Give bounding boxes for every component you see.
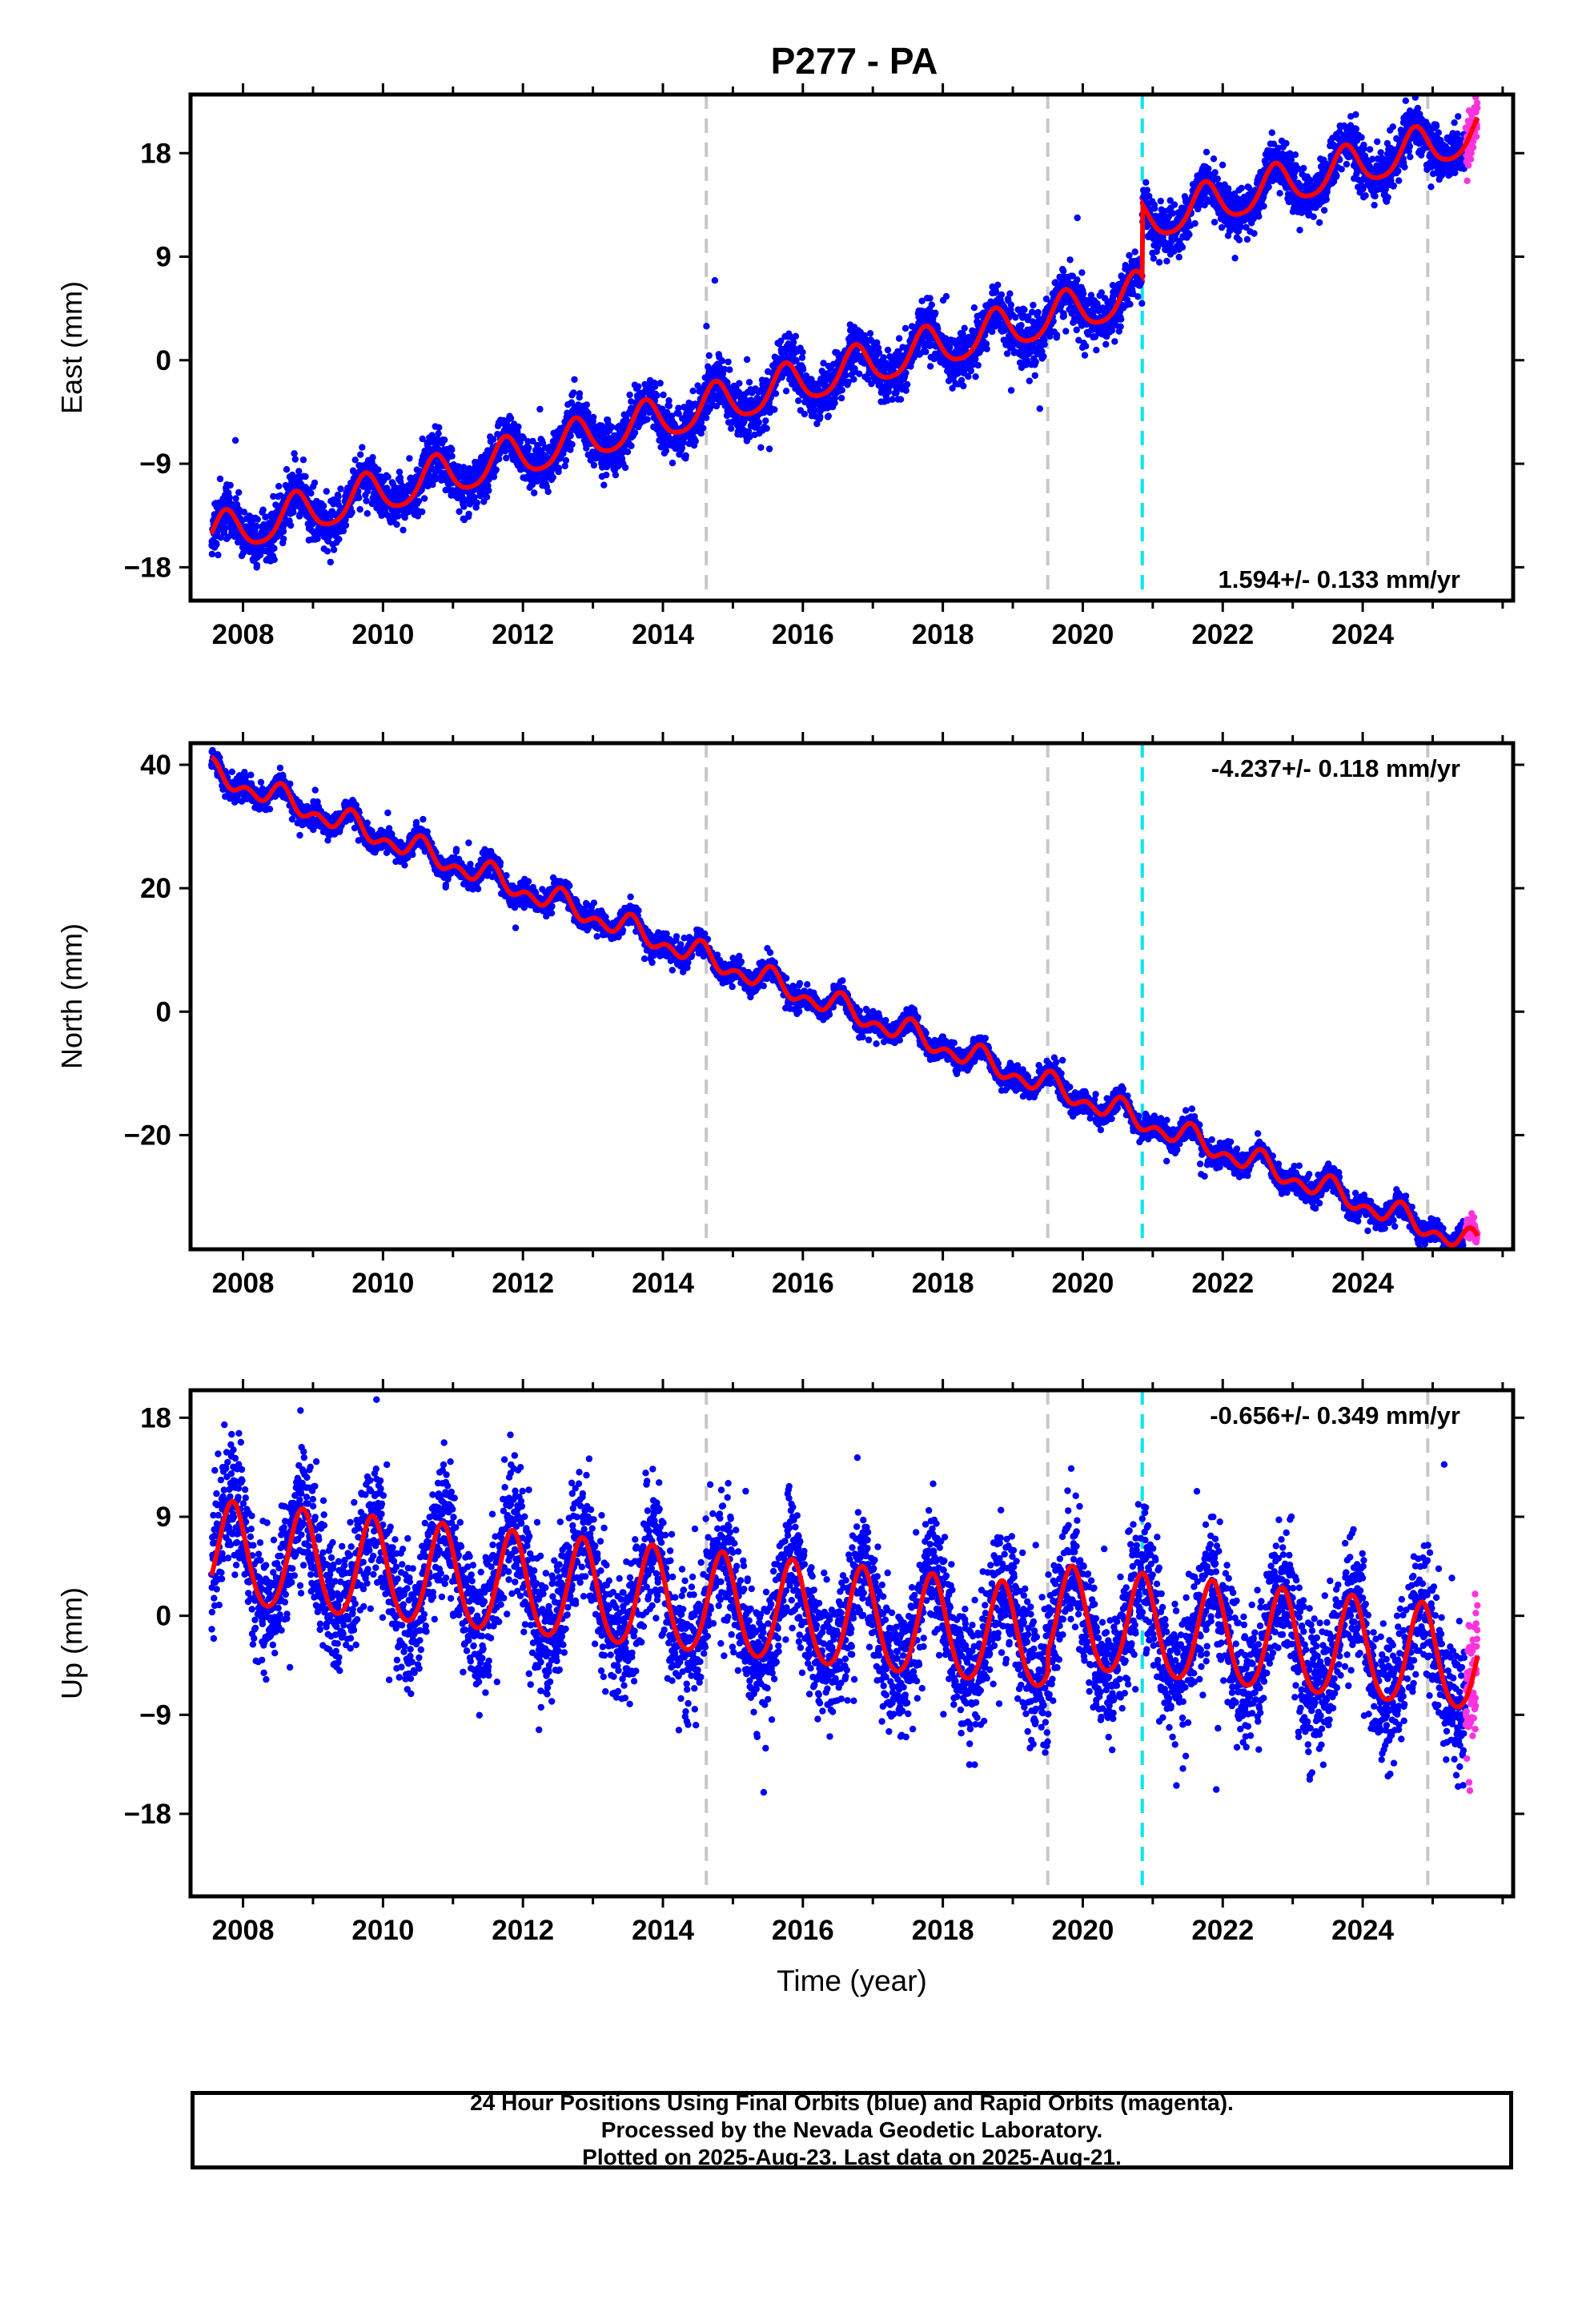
series-final-orbits <box>208 1396 1469 1931</box>
footer-box: 24 Hour Positions Using Final Orbits (bl… <box>191 2091 1513 2169</box>
x-tick-label: 2022 <box>1191 1915 1254 1946</box>
panel-3: 2008 2010 2012 2014 2016 2018 2020 2022 2024 −18 −… <box>55 1379 1524 1997</box>
x-tick-label: 2010 <box>351 619 414 650</box>
series-rapid-orbits <box>1463 1590 1481 1794</box>
y-axis-label: Up (mm) <box>55 1587 88 1699</box>
panels: 2008 2010 2012 2014 2016 2018 2020 2022 2024−18−… <box>55 82 1524 1997</box>
x-tick-label: 2010 <box>351 1268 414 1299</box>
y-tick-label: 20 <box>140 873 171 904</box>
x-tick-label: 2024 <box>1331 1915 1394 1946</box>
x-tick-label: 2018 <box>912 619 974 650</box>
figure-title: P277 - PA <box>771 40 938 82</box>
footer-line-1: 24 Hour Positions Using Final Orbits (bl… <box>470 2089 1234 2117</box>
y-axis-label: North (mm) <box>55 923 88 1069</box>
x-tick-label: 2014 <box>632 619 694 650</box>
y-axis-label: East (mm) <box>55 281 88 414</box>
rate-label: -0.656+/- 0.349 mm/yr <box>1210 1401 1460 1429</box>
panel-2: 2008 2010 2012 2014 2016 2018 2020 2022 2024 −20 0… <box>55 732 1524 1299</box>
x-tick-label: 2008 <box>212 619 275 650</box>
y-tick-label: 40 <box>140 750 171 781</box>
footer-line-3: Plotted on 2025-Aug-23. Last data on 202… <box>582 2144 1122 2171</box>
plot-frame <box>191 743 1513 1249</box>
y-tick-label: −9 <box>139 448 171 480</box>
y-tick-label: 0 <box>156 345 171 376</box>
x-tick-label: 2014 <box>632 1268 694 1299</box>
y-tick-label: −9 <box>139 1699 171 1731</box>
y-tick-label: 18 <box>140 138 171 169</box>
x-tick-label: 2012 <box>492 1268 554 1299</box>
y-tick-label: 0 <box>156 996 171 1027</box>
x-tick-label: 2022 <box>1191 619 1254 650</box>
y-tick-label: −18 <box>124 552 171 583</box>
x-tick-label: 2024 <box>1331 619 1394 650</box>
rate-label: -4.237+/- 0.118 mm/yr <box>1211 754 1460 782</box>
x-tick-label: 2008 <box>212 1268 275 1299</box>
footer-line-2: Processed by the Nevada Geodetic Laborat… <box>601 2117 1103 2144</box>
x-tick-label: 2022 <box>1191 1268 1254 1299</box>
x-tick-label: 2016 <box>772 619 834 650</box>
y-tick-label: 0 <box>156 1601 171 1632</box>
y-tick-label: 9 <box>156 242 171 273</box>
x-tick-label: 2020 <box>1052 619 1114 650</box>
x-axis-label: Time (year) <box>777 1964 927 1997</box>
x-tick-label: 2014 <box>632 1915 694 1946</box>
x-tick-label: 2018 <box>912 1915 974 1946</box>
y-tick-label: −18 <box>124 1799 171 1830</box>
y-tick-label: −20 <box>124 1120 171 1151</box>
rapid-orbit-points <box>1463 1590 1481 1794</box>
x-tick-label: 2016 <box>772 1915 834 1946</box>
panel-1: 2008 2010 2012 2014 2016 2018 2020 2022 2024 −18 −… <box>55 82 1524 650</box>
x-tick-label: 2020 <box>1052 1268 1114 1299</box>
x-tick-label: 2016 <box>772 1268 834 1299</box>
y-tick-label: 9 <box>156 1502 171 1533</box>
x-tick-label: 2010 <box>351 1915 414 1946</box>
x-tick-label: 2018 <box>912 1268 974 1299</box>
x-tick-label: 2012 <box>492 1915 554 1946</box>
x-tick-label: 2008 <box>212 1915 275 1946</box>
y-tick-label: 18 <box>140 1402 171 1433</box>
final-orbit-points <box>208 1396 1469 1931</box>
x-tick-label: 2012 <box>492 619 554 650</box>
rate-label: 1.594+/- 0.133 mm/yr <box>1219 565 1460 593</box>
x-tick-label: 2020 <box>1052 1915 1114 1946</box>
x-tick-label: 2024 <box>1331 1268 1394 1299</box>
